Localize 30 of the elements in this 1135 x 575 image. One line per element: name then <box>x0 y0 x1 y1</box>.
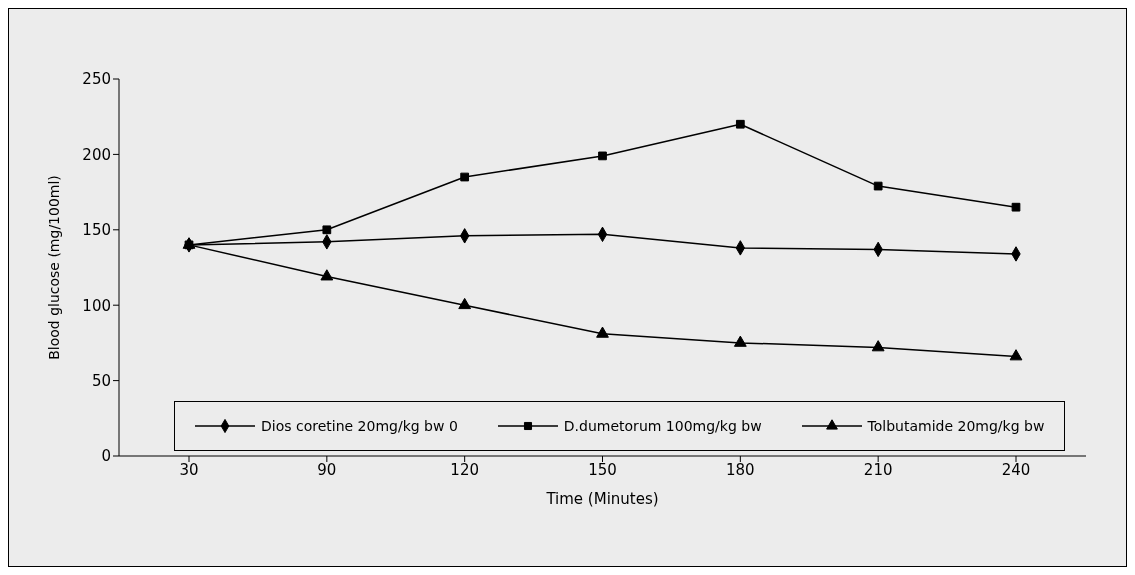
y-tick-label: 250 <box>82 70 111 89</box>
point <box>596 326 609 338</box>
y-tick-label: 50 <box>91 371 111 390</box>
legend-label: Tolbutamide 20mg/kg bw <box>867 418 1045 434</box>
y-tick-label: 150 <box>82 221 111 240</box>
point <box>733 335 747 347</box>
x-tick-label: 30 <box>179 460 199 479</box>
y-tick-label: 100 <box>82 296 111 315</box>
x-tick-label: 90 <box>317 460 337 479</box>
point <box>1011 202 1021 212</box>
point <box>871 340 885 352</box>
x-tick-label: 210 <box>863 460 893 479</box>
point <box>322 225 332 235</box>
x-tick-label: 150 <box>588 460 617 479</box>
x-axis-title: Time (Minutes) <box>545 490 659 508</box>
point <box>460 172 470 182</box>
legend-label: D.dumetorum 100mg/kg bw <box>563 418 762 434</box>
point <box>873 181 883 191</box>
point <box>598 151 607 161</box>
point <box>320 269 334 281</box>
point <box>1009 349 1023 361</box>
legend-label: Dios coretine 20mg/kg bw 0 <box>261 418 458 434</box>
x-tick-label: 120 <box>450 460 479 479</box>
point <box>458 297 472 310</box>
y-axis-title: Blood glucose (mg/100ml) <box>45 175 62 360</box>
x-tick-label: 180 <box>726 460 755 479</box>
y-tick-label: 200 <box>82 145 111 164</box>
point <box>735 119 745 129</box>
y-tick-label: 0 <box>101 447 111 466</box>
x-tick-label: 240 <box>1001 460 1031 479</box>
